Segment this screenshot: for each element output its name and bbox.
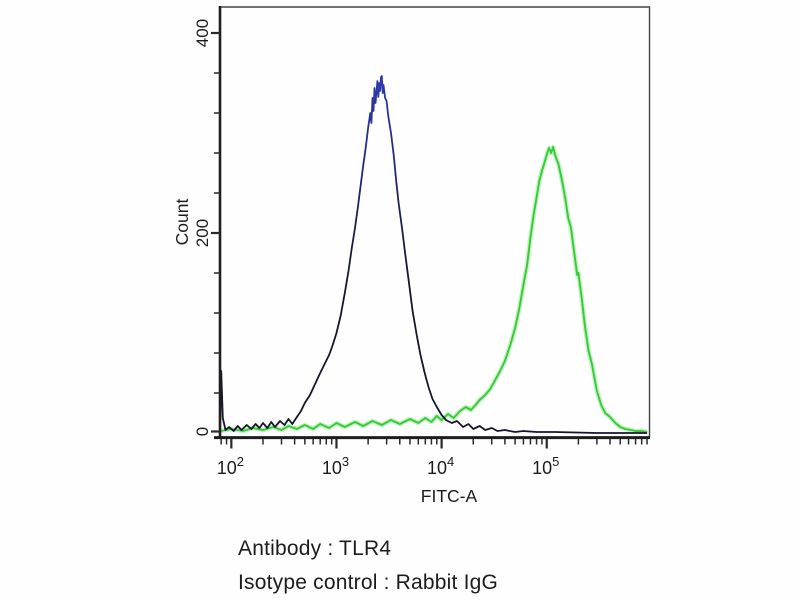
x-axis-title: FITC-A — [421, 486, 478, 506]
y-tick-label: 200 — [193, 219, 212, 247]
x-tick-label: 102 — [217, 454, 244, 478]
histogram-chart: 102 103 104 105 0 200 400 Count FITC-A — [172, 6, 651, 506]
y-tick-label: 0 — [193, 427, 212, 436]
caption-isotype-control: Isotype control : Rabbit IgG — [238, 571, 499, 594]
plot-border — [220, 6, 651, 437]
x-tick-label: 103 — [322, 454, 349, 478]
caption-antibody: Antibody : TLR4 — [238, 537, 392, 560]
y-tick-label: 400 — [193, 19, 212, 47]
curves-layer — [219, 75, 648, 435]
green-curve-halo — [220, 144, 648, 435]
blue-curve — [219, 75, 648, 434]
ticks-layer: 102 103 104 105 0 200 400 — [193, 19, 648, 478]
green-curve — [221, 146, 648, 433]
x-tick-label: 104 — [427, 454, 454, 478]
y-axis-title: Count — [172, 199, 192, 246]
x-tick-label: 105 — [532, 454, 559, 478]
caption-block: Antibody : TLR4 Isotype control : Rabbit… — [238, 532, 498, 600]
